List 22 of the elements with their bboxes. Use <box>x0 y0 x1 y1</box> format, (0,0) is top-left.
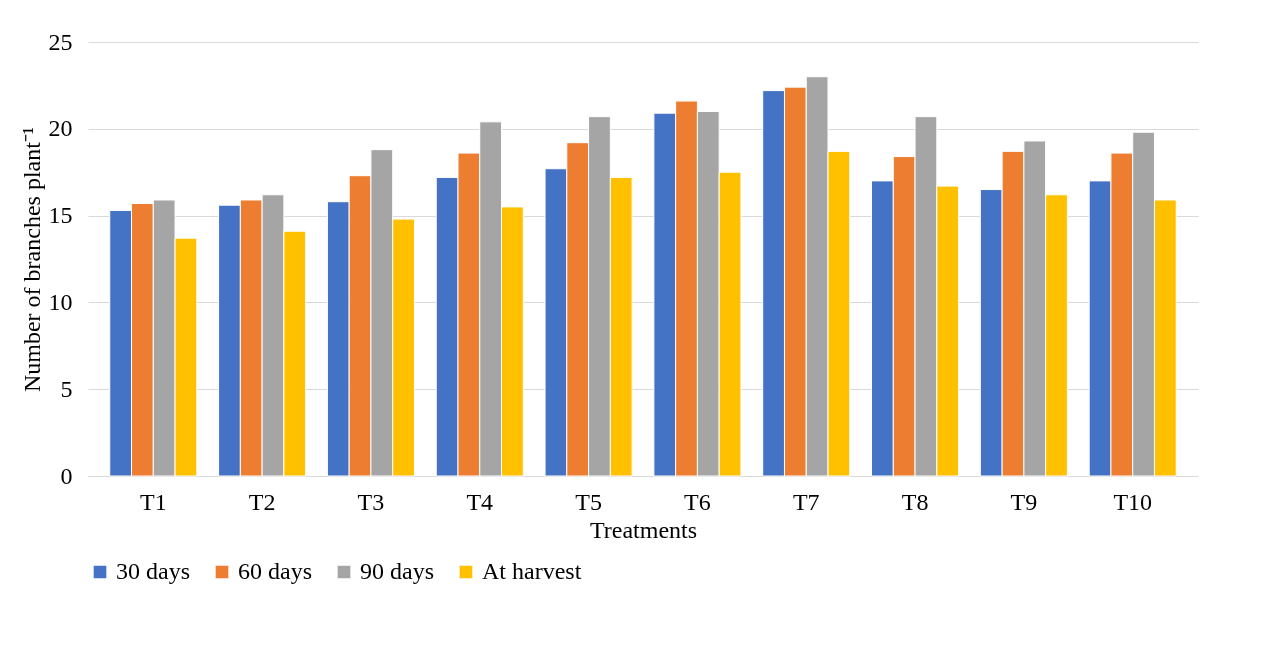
y-tick-label: 20 <box>48 115 73 142</box>
x-tick-label: T4 <box>466 488 494 515</box>
x-tick-label: T3 <box>357 488 385 515</box>
x-tick-label: T10 <box>1113 488 1153 515</box>
legend-label: At harvest <box>482 558 582 584</box>
x-tick-label: T2 <box>248 488 276 515</box>
x-tick-label: T7 <box>792 488 820 515</box>
legend-label: 30 days <box>116 558 190 584</box>
x-tick-label: T1 <box>139 488 167 515</box>
y-tick-label: 15 <box>48 202 73 229</box>
y-tick-label: 10 <box>48 288 73 315</box>
x-tick-label: T8 <box>901 488 929 515</box>
legend-label: 60 days <box>238 558 312 584</box>
x-tick-label: T5 <box>575 488 602 515</box>
x-tick-label: T6 <box>684 488 711 515</box>
y-tick-label: 5 <box>60 375 73 402</box>
y-tick-label: 0 <box>60 462 73 489</box>
x-tick-label: T9 <box>1010 488 1038 515</box>
x-axis-title: Treatments <box>589 516 698 543</box>
legend-label: 90 days <box>360 558 434 584</box>
y-tick-label: 25 <box>48 28 73 55</box>
y-axis-title: Number of branches plant⁻¹ <box>18 126 45 393</box>
